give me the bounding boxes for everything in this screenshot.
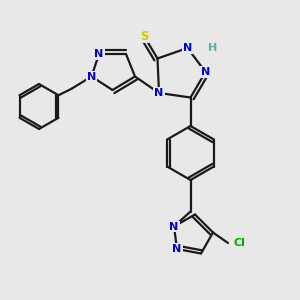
Text: N: N xyxy=(201,67,210,77)
Text: H: H xyxy=(208,43,217,53)
Text: N: N xyxy=(172,244,182,254)
Text: N: N xyxy=(94,49,103,59)
Text: N: N xyxy=(169,221,178,232)
Text: Cl: Cl xyxy=(233,238,245,248)
Text: S: S xyxy=(140,29,148,43)
Text: N: N xyxy=(87,71,96,82)
Text: N: N xyxy=(183,43,192,53)
Text: N: N xyxy=(154,88,164,98)
